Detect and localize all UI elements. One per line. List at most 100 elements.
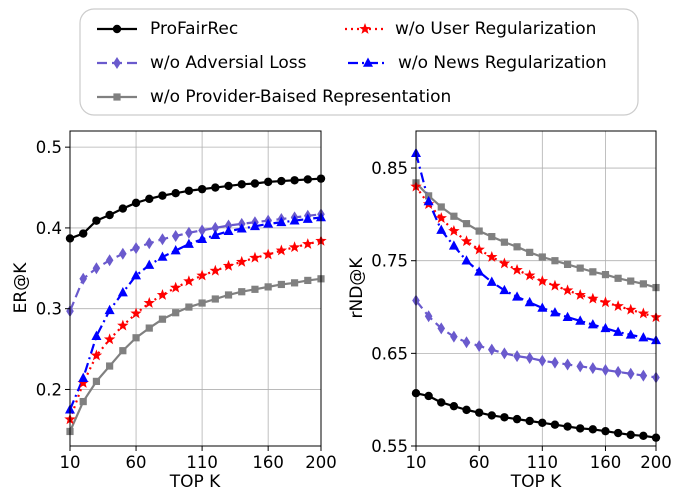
er-w-o-user-regularization-point-180 — [288, 241, 301, 253]
er-profairrec-line — [70, 177, 321, 240]
er-w-o-adversial-loss-point-90 — [171, 230, 180, 242]
legend-w-o-adversial-loss-marker — [113, 57, 121, 69]
er-w-o-user-regularization-line — [70, 239, 321, 420]
er-w-o-news-regularization-point-160 — [263, 218, 274, 228]
rnd-w-o-adversial-loss-point-110 — [538, 354, 547, 367]
rnd-w-o-adversial-loss-point-120 — [551, 356, 559, 369]
rnd-profairrec-point-40 — [449, 401, 459, 411]
rnd-w-o-adversial-loss-point-150 — [589, 362, 597, 375]
rnd-w-o-provider-baised-representation-point-80 — [500, 238, 509, 246]
er-w-o-user-regularization-point-160 — [262, 248, 274, 260]
er-w-o-user-regularization-point-190 — [302, 238, 314, 249]
rnd-w-o-user-regularization-point-100 — [523, 269, 536, 281]
rnd-w-o-user-regularization-point-80 — [498, 257, 511, 269]
er-w-o-provider-baised-representation-point-70 — [145, 324, 153, 332]
er-w-o-news-regularization-point-120 — [210, 229, 221, 239]
rnd-w-o-adversial-loss-point-70 — [487, 343, 496, 356]
rnd-w-o-provider-baised-representation-point-20 — [425, 192, 433, 200]
er-w-o-adversial-loss-point-120 — [211, 221, 220, 234]
rnd-w-o-adversial-loss-point-90 — [513, 350, 521, 363]
er-profairrec-point-120 — [211, 183, 220, 192]
er-w-o-provider-baised-representation-point-170 — [277, 280, 285, 289]
rnd-profairrec-point-140 — [576, 424, 585, 433]
rnd-w-o-news-regularization-point-140 — [575, 315, 586, 325]
rnd-w-o-provider-baised-representation-line — [416, 182, 656, 289]
er-profairrec-point-160 — [263, 177, 273, 187]
rnd-w-o-news-regularization-point-80 — [499, 284, 510, 295]
rnd-w-o-user-regularization-point-140 — [574, 288, 586, 300]
rnd-w-o-provider-baised-representation-point-190 — [639, 280, 647, 288]
er-w-o-user-regularization-point-110 — [196, 269, 208, 281]
er-w-o-user-regularization-point-50 — [117, 319, 129, 331]
rnd-w-o-news-regularization-point-60 — [474, 266, 485, 276]
rnd-w-o-news-regularization-point-90 — [512, 291, 523, 301]
er-w-o-user-regularization-point-140 — [236, 255, 248, 267]
rnd-w-o-news-regularization-point-160 — [600, 322, 611, 333]
rnd-x-tick-label-10: 10 — [406, 453, 427, 472]
rnd-w-o-user-regularization-point-120 — [549, 279, 561, 291]
er-w-o-news-regularization-point-40 — [104, 304, 115, 315]
rnd-w-o-adversial-loss-point-130 — [563, 358, 572, 371]
rnd-w-o-news-regularization-point-130 — [562, 311, 573, 322]
er-x-tick-label-110: 110 — [186, 453, 218, 472]
legend-frame — [79, 8, 639, 116]
er-w-o-provider-baised-representation-point-120 — [211, 295, 219, 303]
rnd-w-o-news-regularization-point-30 — [436, 224, 447, 234]
er-w-o-news-regularization-point-110 — [197, 233, 208, 244]
er-w-o-adversial-loss-point-40 — [105, 254, 114, 267]
rnd-x-tick-label-60: 60 — [469, 453, 490, 472]
er-w-o-user-regularization-point-20 — [77, 377, 89, 388]
rnd-profairrec-point-60 — [474, 408, 484, 417]
er-profairrec-point-190 — [303, 175, 312, 184]
er-ticks: 10 60 110 160 200 0.2 0.3 0.4 0.5 — [36, 138, 337, 472]
rnd-w-o-user-regularization-point-130 — [561, 284, 574, 296]
er-x-tick-label-10: 10 — [60, 453, 81, 472]
rnd-w-o-user-regularization-point-40 — [448, 225, 460, 236]
er-w-o-provider-baised-representation-point-130 — [224, 291, 233, 299]
er-profairrec-point-100 — [184, 186, 194, 195]
er-w-o-provider-baised-representation-point-30 — [92, 377, 101, 385]
er-w-o-news-regularization-point-90 — [170, 245, 181, 255]
er-profairrec-point-60 — [131, 198, 141, 208]
rnd-y-tick-label-0-65: 0.65 — [371, 344, 408, 363]
legend: ProFairRec w/o Adversial Loss w/o Provid… — [79, 8, 639, 116]
rnd-x-tick-label-160: 160 — [590, 453, 622, 472]
er-profairrec-point-150 — [250, 179, 260, 188]
rnd-series-markers — [410, 147, 662, 442]
er-w-o-user-regularization-point-80 — [156, 288, 169, 300]
er-w-o-news-regularization-point-180 — [289, 215, 300, 225]
er-profairrec-point-50 — [118, 204, 128, 213]
rnd-w-o-adversial-loss-point-180 — [626, 367, 635, 380]
legend-label-wo-adversial-loss: w/o Adversial Loss — [150, 53, 307, 73]
rnd-y-axis-label: rND@K — [347, 257, 367, 319]
rnd-profairrec-point-120 — [550, 420, 560, 429]
er-w-o-provider-baised-representation-point-50 — [119, 347, 127, 355]
rnd-w-o-provider-baised-representation-point-40 — [450, 212, 458, 220]
er-w-o-news-regularization-point-20 — [78, 372, 89, 382]
rnd-w-o-provider-baised-representation-point-50 — [462, 220, 471, 228]
rnd-w-o-user-regularization-point-30 — [435, 212, 447, 223]
rnd-w-o-news-regularization-point-70 — [486, 276, 497, 286]
rnd-profairrec-point-80 — [500, 413, 509, 422]
rnd-w-o-user-regularization-point-60 — [473, 243, 485, 255]
er-y-tick-label-0-4: 0.4 — [36, 219, 62, 238]
er-x-tick-label-160: 160 — [252, 453, 284, 472]
er-w-o-adversial-loss-point-130 — [224, 219, 233, 232]
er-w-o-news-regularization-point-30 — [91, 330, 102, 340]
rnd-w-o-news-regularization-point-120 — [549, 307, 560, 317]
rnd-w-o-user-regularization-point-170 — [612, 300, 624, 311]
er-w-o-user-regularization-point-30 — [90, 349, 103, 361]
rnd-w-o-adversial-loss-point-60 — [475, 339, 483, 352]
er-x-axis-label: TOP K — [169, 472, 221, 492]
rnd-at-k-panel: 10 60 110 160 200 0.55 0.65 0.75 0.85 TOP K rND@… — [347, 130, 672, 492]
er-w-o-news-regularization-point-190 — [302, 213, 313, 223]
rnd-w-o-user-regularization-line — [416, 185, 656, 319]
rnd-w-o-adversial-loss-point-50 — [462, 336, 471, 349]
er-w-o-adversial-loss-point-50 — [119, 247, 127, 260]
er-w-o-adversial-loss-point-80 — [158, 233, 167, 246]
er-w-o-provider-baised-representation-point-90 — [172, 309, 180, 317]
er-w-o-user-regularization-point-70 — [143, 297, 155, 308]
rnd-x-axis-label: TOP K — [510, 472, 562, 492]
rnd-w-o-news-regularization-point-180 — [625, 329, 636, 339]
rnd-w-o-news-regularization-point-170 — [613, 326, 624, 336]
